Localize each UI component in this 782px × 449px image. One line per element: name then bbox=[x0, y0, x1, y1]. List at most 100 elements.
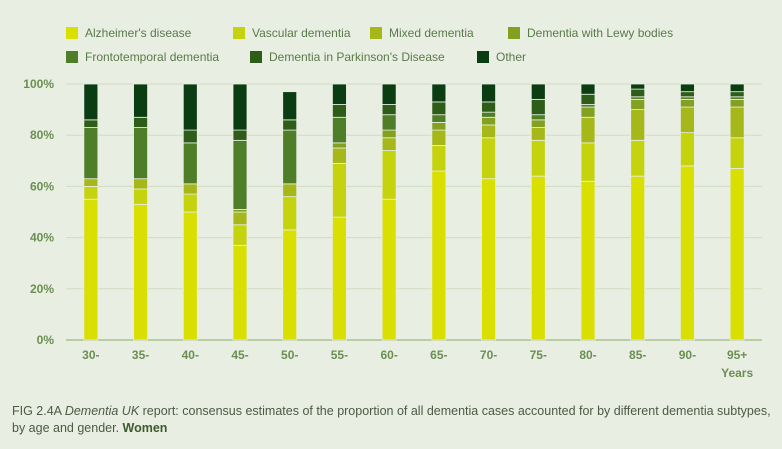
bar-segment bbox=[680, 106, 695, 134]
bar-segment bbox=[530, 139, 546, 177]
bar-segment bbox=[83, 198, 99, 341]
y-axis-ticks: 0% 20% 40% 60% 80% 100% bbox=[23, 77, 54, 347]
legend-swatch bbox=[370, 27, 382, 39]
bar-segment bbox=[580, 93, 596, 105]
x-tick-label: 90- bbox=[679, 348, 696, 362]
bar-segment bbox=[729, 168, 745, 341]
bar-segment bbox=[530, 98, 546, 116]
legend-label: Mixed dementia bbox=[389, 26, 474, 40]
x-tick-label: 60- bbox=[380, 348, 397, 362]
bar-segment bbox=[481, 116, 496, 126]
bar-segment bbox=[133, 203, 148, 341]
bar-segment bbox=[729, 137, 745, 169]
y-tick-label: 20% bbox=[30, 282, 54, 296]
bar-segment bbox=[431, 122, 447, 131]
bar-segment bbox=[680, 83, 695, 93]
bar-segment bbox=[133, 83, 148, 118]
bar-segment bbox=[332, 216, 347, 341]
bar-segment bbox=[580, 142, 596, 182]
bar-segment bbox=[729, 98, 745, 108]
x-tick-label: 80- bbox=[579, 348, 596, 362]
bar-segment bbox=[580, 116, 596, 144]
bar-segment bbox=[182, 183, 198, 195]
bar-segment bbox=[381, 104, 397, 116]
bar-segment bbox=[729, 91, 745, 98]
bar-segment bbox=[481, 124, 496, 139]
bar-segment bbox=[133, 127, 148, 180]
bar-segment bbox=[580, 106, 596, 118]
legend-swatch bbox=[233, 27, 245, 39]
bar-segment bbox=[381, 129, 397, 139]
bar-segment bbox=[530, 83, 546, 100]
x-axis-ticks: 30- 35- 40- 45- 50- 55- 60- 65- 70- 75- 80- 85- 90- 9… bbox=[82, 348, 753, 380]
bar-segment bbox=[481, 137, 496, 180]
chart: Alzheimer's disease Vascular dementia Mixe… bbox=[23, 26, 762, 380]
bar-segment bbox=[630, 83, 646, 90]
bar-segment bbox=[729, 83, 745, 93]
bar-segment bbox=[680, 165, 695, 341]
bar-segment bbox=[282, 129, 298, 185]
bar-segment bbox=[332, 142, 347, 149]
bar-segment bbox=[381, 83, 397, 105]
bar-segment bbox=[530, 175, 546, 341]
x-tick-label: 55- bbox=[331, 348, 348, 362]
legend-swatch bbox=[66, 51, 78, 63]
bar-segment bbox=[232, 83, 248, 131]
bar-segment bbox=[381, 150, 397, 200]
bar-segment bbox=[680, 98, 695, 108]
bar-segment bbox=[332, 147, 347, 164]
bar-segment bbox=[630, 175, 646, 341]
bar-segment bbox=[133, 188, 148, 205]
bar-segment bbox=[182, 193, 198, 213]
legend-label: Dementia with Lewy bodies bbox=[527, 26, 673, 40]
gridlines bbox=[66, 83, 762, 341]
bar-segment bbox=[431, 101, 447, 116]
bar-segment bbox=[680, 91, 695, 98]
caption-text: report: consensus estimates of the propo… bbox=[12, 404, 771, 435]
bar-segment bbox=[182, 142, 198, 185]
legend-label: Alzheimer's disease bbox=[85, 26, 192, 40]
legend-label: Other bbox=[496, 50, 526, 64]
caption-emphasis: Women bbox=[122, 421, 168, 435]
bar-segment bbox=[630, 109, 646, 141]
bar-segment bbox=[282, 119, 298, 131]
bar-segment bbox=[530, 119, 546, 128]
legend-swatch bbox=[250, 51, 262, 63]
x-tick-label: 75- bbox=[530, 348, 547, 362]
bar-segment bbox=[282, 229, 298, 341]
bar-segment bbox=[481, 83, 496, 103]
y-tick-label: 100% bbox=[23, 77, 54, 91]
bar-segment bbox=[182, 83, 198, 131]
bar-segment bbox=[182, 211, 198, 341]
x-tick-label: 85- bbox=[629, 348, 646, 362]
legend-label: Dementia in Parkinson's Disease bbox=[269, 50, 445, 64]
bar-segment bbox=[680, 132, 695, 167]
bar-segment bbox=[232, 224, 248, 246]
bar-segment bbox=[332, 162, 347, 218]
x-tick-label: 40- bbox=[182, 348, 199, 362]
legend-swatch bbox=[508, 27, 520, 39]
bar-segment bbox=[580, 180, 596, 341]
bar-segment bbox=[630, 98, 646, 111]
x-tick-label: 35- bbox=[132, 348, 149, 362]
bar-segment bbox=[332, 104, 347, 118]
bar-segment bbox=[580, 83, 596, 95]
bar-segment bbox=[431, 129, 447, 146]
bar-segment bbox=[282, 196, 298, 231]
x-tick-label: 95+ bbox=[727, 348, 747, 362]
figure-label: FIG 2.4A bbox=[12, 404, 62, 418]
bar-segment bbox=[431, 83, 447, 103]
bar-segment bbox=[381, 137, 397, 151]
y-tick-label: 40% bbox=[30, 231, 54, 245]
bar-segment bbox=[232, 211, 248, 226]
bar-segment bbox=[232, 129, 248, 141]
x-tick-label: 65- bbox=[430, 348, 447, 362]
bar-segment bbox=[530, 114, 546, 121]
x-tick-label: 50- bbox=[281, 348, 298, 362]
y-tick-label: 60% bbox=[30, 179, 54, 193]
bar-segment bbox=[431, 114, 447, 123]
bars bbox=[83, 83, 745, 341]
bar-segment bbox=[630, 88, 646, 98]
bar-segment bbox=[83, 119, 99, 128]
bar-segment bbox=[83, 127, 99, 180]
